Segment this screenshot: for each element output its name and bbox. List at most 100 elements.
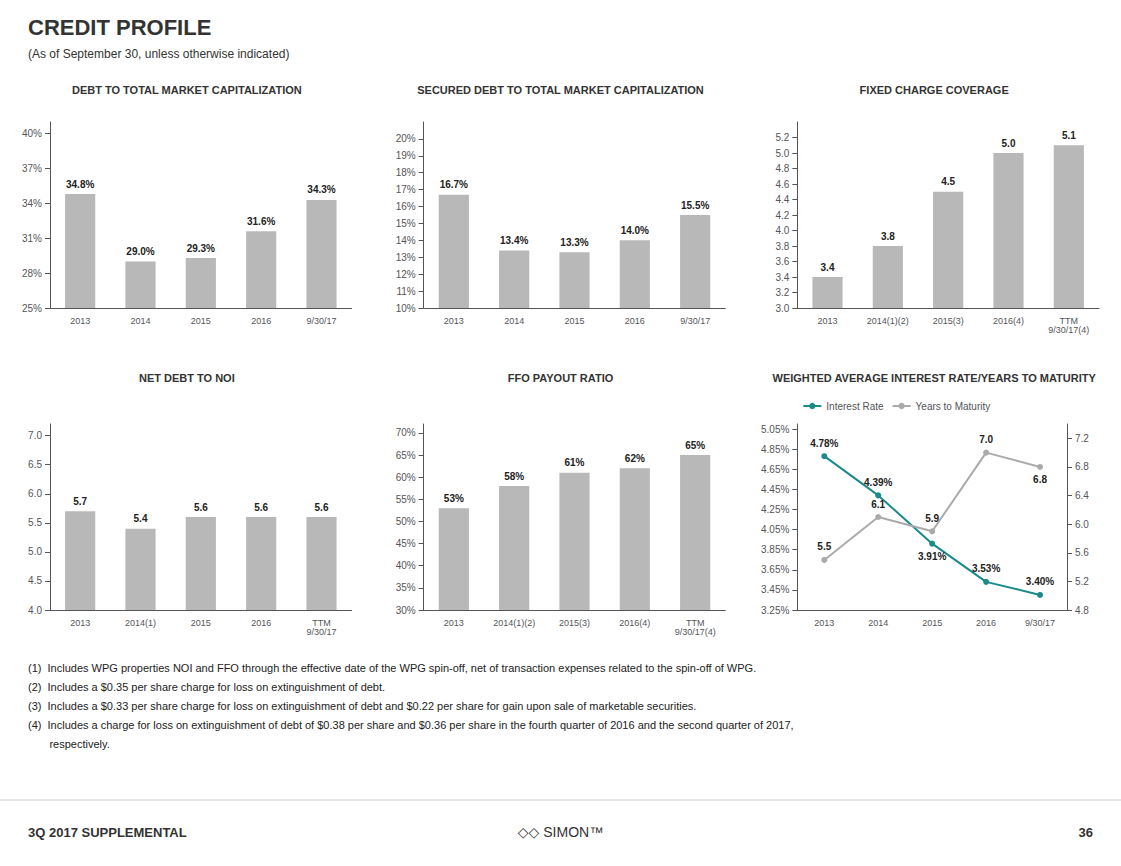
svg-text:13.4%: 13.4% (500, 235, 528, 246)
svg-text:3Q 2017 SUPPLEMENTAL: 3Q 2017 SUPPLEMENTAL (28, 825, 187, 840)
svg-text:2015: 2015 (191, 618, 211, 628)
svg-text:(2) Includes a $0.35 per shar: (2) Includes a $0.35 per share charge fo… (28, 681, 385, 693)
svg-text:34.8%: 34.8% (66, 179, 94, 190)
svg-text:60%: 60% (396, 472, 416, 483)
svg-text:4.39%: 4.39% (864, 477, 892, 488)
svg-text:61%: 61% (564, 457, 584, 468)
svg-text:2015: 2015 (922, 618, 942, 628)
svg-text:9/30/17: 9/30/17 (306, 627, 336, 637)
svg-text:WEIGHTED AVERAGE INTEREST RATE: WEIGHTED AVERAGE INTEREST RATE/YEARS TO … (773, 372, 1097, 384)
svg-text:4.0: 4.0 (28, 605, 42, 616)
svg-text:3.53%: 3.53% (972, 563, 1000, 574)
svg-text:6.4: 6.4 (1075, 490, 1089, 501)
svg-text:5.7: 5.7 (73, 496, 87, 507)
svg-text:2013: 2013 (814, 618, 834, 628)
svg-text:5.9: 5.9 (925, 513, 939, 524)
svg-text:6.5: 6.5 (28, 459, 42, 470)
svg-text:6.8: 6.8 (1075, 461, 1089, 472)
svg-text:30%: 30% (396, 605, 416, 616)
svg-text:45%: 45% (396, 538, 416, 549)
svg-text:4.45%: 4.45% (761, 484, 789, 495)
svg-text:12%: 12% (396, 269, 416, 280)
svg-text:FFO PAYOUT RATIO: FFO PAYOUT RATIO (508, 372, 614, 384)
svg-text:3.65%: 3.65% (761, 564, 789, 575)
svg-text:(1) Includes WPG properties N: (1) Includes WPG properties NOI and FFO … (28, 662, 756, 674)
svg-text:3.6: 3.6 (775, 256, 789, 267)
svg-text:(4) Includes a charge for los: (4) Includes a charge for loss on exting… (28, 719, 794, 731)
svg-text:5.2: 5.2 (775, 132, 789, 143)
svg-text:9/30/17: 9/30/17 (306, 316, 336, 326)
svg-text:4.0: 4.0 (775, 225, 789, 236)
svg-text:7.0: 7.0 (28, 430, 42, 441)
svg-text:6.1: 6.1 (871, 499, 885, 510)
svg-text:Years to Maturity: Years to Maturity (916, 401, 991, 412)
svg-text:70%: 70% (396, 427, 416, 438)
svg-text:5.0: 5.0 (28, 546, 42, 557)
svg-text:2014: 2014 (504, 316, 524, 326)
svg-text:respectively.: respectively. (28, 738, 110, 750)
svg-text:DEBT TO TOTAL MARKET CAPITALIZ: DEBT TO TOTAL MARKET CAPITALIZATION (72, 84, 302, 96)
svg-text:2015: 2015 (191, 316, 211, 326)
svg-text:9/30/17: 9/30/17 (1025, 618, 1055, 628)
svg-text:15%: 15% (396, 218, 416, 229)
svg-text:29.3%: 29.3% (187, 243, 215, 254)
svg-text:31%: 31% (22, 233, 42, 244)
svg-text:9/30/17(4): 9/30/17(4) (675, 627, 716, 637)
svg-text:65%: 65% (685, 440, 705, 451)
svg-text:10%: 10% (396, 303, 416, 314)
svg-text:3.25%: 3.25% (761, 605, 789, 616)
svg-text:2013: 2013 (444, 618, 464, 628)
svg-text:4.2: 4.2 (775, 210, 789, 221)
svg-text:13%: 13% (396, 252, 416, 263)
svg-text:5.2: 5.2 (1075, 576, 1089, 587)
svg-text:4.65%: 4.65% (761, 464, 789, 475)
svg-text:6.8: 6.8 (1033, 474, 1047, 485)
svg-text:5.5: 5.5 (817, 541, 831, 552)
svg-text:25%: 25% (22, 303, 42, 314)
svg-text:5.0: 5.0 (775, 148, 789, 159)
svg-text:◇◇ SIMON™: ◇◇ SIMON™ (518, 824, 603, 840)
svg-text:20%: 20% (396, 133, 416, 144)
svg-text:3.4: 3.4 (775, 272, 789, 283)
svg-text:3.8: 3.8 (775, 241, 789, 252)
svg-text:4.78%: 4.78% (810, 438, 838, 449)
svg-text:5.4: 5.4 (134, 513, 148, 524)
svg-text:13.3%: 13.3% (560, 237, 588, 248)
svg-text:4.25%: 4.25% (761, 504, 789, 515)
svg-text:9/30/17: 9/30/17 (680, 316, 710, 326)
svg-text:3.8: 3.8 (881, 231, 895, 242)
svg-text:29.0%: 29.0% (126, 246, 154, 257)
svg-text:19%: 19% (396, 150, 416, 161)
svg-text:2014(1)(2): 2014(1)(2) (493, 618, 535, 628)
svg-text:17%: 17% (396, 184, 416, 195)
svg-text:16%: 16% (396, 201, 416, 212)
svg-text:4.8: 4.8 (775, 163, 789, 174)
svg-text:4.05%: 4.05% (761, 524, 789, 535)
svg-text:18%: 18% (396, 167, 416, 178)
svg-text:4.5: 4.5 (28, 575, 42, 586)
svg-text:3.45%: 3.45% (761, 584, 789, 595)
svg-text:6.0: 6.0 (28, 488, 42, 499)
svg-text:14.0%: 14.0% (621, 225, 649, 236)
svg-text:3.4: 3.4 (821, 262, 835, 273)
svg-text:7.2: 7.2 (1075, 433, 1089, 444)
svg-text:35%: 35% (396, 582, 416, 593)
svg-text:5.0: 5.0 (1002, 138, 1016, 149)
svg-text:5.6: 5.6 (315, 502, 329, 513)
svg-text:3.85%: 3.85% (761, 544, 789, 555)
svg-text:2016: 2016 (625, 316, 645, 326)
svg-text:3.2: 3.2 (775, 287, 789, 298)
svg-text:34.3%: 34.3% (307, 184, 335, 195)
svg-text:2013: 2013 (444, 316, 464, 326)
svg-text:50%: 50% (396, 516, 416, 527)
svg-text:2015(3): 2015(3) (559, 618, 590, 628)
svg-text:NET DEBT TO NOI: NET DEBT TO NOI (139, 372, 235, 384)
svg-text:4.8: 4.8 (1075, 605, 1089, 616)
svg-text:5.5: 5.5 (28, 517, 42, 528)
svg-text:14%: 14% (396, 235, 416, 246)
svg-text:(3) Includes a $0.33 per shar: (3) Includes a $0.33 per share charge fo… (28, 700, 696, 712)
svg-text:62%: 62% (625, 453, 645, 464)
svg-text:55%: 55% (396, 494, 416, 505)
svg-text:5.1: 5.1 (1062, 130, 1076, 141)
svg-text:SECURED DEBT TO TOTAL MARKET C: SECURED DEBT TO TOTAL MARKET CAPITALIZAT… (417, 84, 704, 96)
